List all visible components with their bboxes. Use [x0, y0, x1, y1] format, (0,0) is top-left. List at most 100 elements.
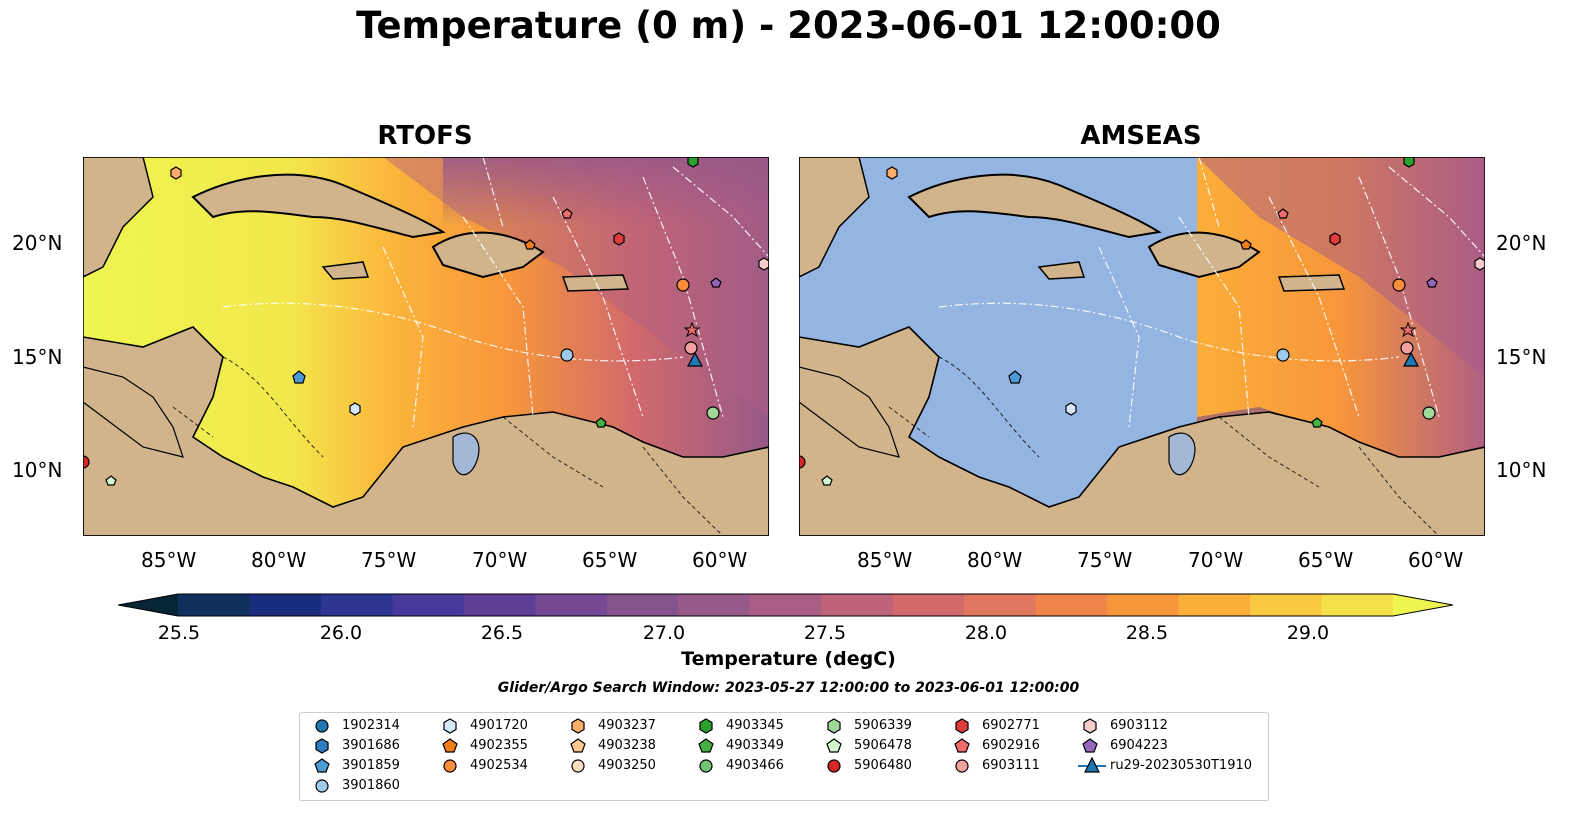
colorbar-tick-26-5: 26.5 [480, 622, 524, 644]
search-window-text: Glider/Argo Search Window: 2023-05-27 12… [497, 680, 1080, 696]
colorbar-segment [1178, 594, 1251, 616]
colorbar-segment [1035, 594, 1108, 616]
panel-title-amseas: AMSEAS [1080, 121, 1202, 151]
lon-tick-rtofs-70w: 70°W [472, 548, 528, 572]
legend-marker-icon [955, 759, 969, 773]
legend-marker-icon [315, 738, 329, 754]
lon-tick-amseas-75w: 75°W [1077, 548, 1133, 572]
legend-marker-icon [443, 718, 457, 734]
lon-tick-rtofs-60w: 60°W [692, 548, 748, 572]
lat-tick-20n-left: 20°N [12, 231, 63, 255]
legend-marker-icon [570, 738, 586, 753]
legend-item-label: 4903237 [598, 718, 656, 733]
amseas-map-graphic [792, 154, 1486, 537]
legend-marker-icon [443, 759, 457, 773]
colorbar-segment [463, 594, 536, 616]
rtofs-map-graphic [76, 154, 770, 537]
legend-item-label: 4903250 [598, 758, 656, 773]
legend-item-label: 6904223 [1110, 738, 1168, 753]
lat-tick-10n-left: 10°N [12, 458, 63, 482]
colorbar-segment [1250, 594, 1323, 616]
legend-marker-icon [571, 759, 585, 773]
legend-item-label: 3901860 [342, 778, 400, 793]
colorbar-tick-29-0: 29.0 [1286, 622, 1330, 644]
legend-item-label: 6902916 [982, 738, 1040, 753]
legend-item-label: 3901686 [342, 738, 400, 753]
legend: 1902314 3901686 3901859 3901860 4901720 49023… [299, 712, 1269, 801]
map-panel-rtofs[interactable] [76, 154, 770, 537]
colorbar-segment [606, 594, 679, 616]
legend-marker-icon [1082, 738, 1098, 753]
legend-marker-icon [826, 738, 842, 753]
colorbar-extend-low [118, 594, 178, 616]
colorbar-segment [392, 594, 465, 616]
lon-tick-rtofs-65w: 65°W [582, 548, 638, 572]
legend-marker-icon [315, 719, 329, 733]
colorbar-segment [320, 594, 393, 616]
colorbar-segment [892, 594, 965, 616]
legend-marker-icon [699, 759, 713, 773]
colorbar-segment [535, 594, 608, 616]
legend-marker-icon [699, 718, 713, 734]
legend-item-label: 6903112 [1110, 718, 1168, 733]
lat-tick-20n-right: 20°N [1496, 231, 1547, 255]
lon-tick-amseas-80w: 80°W [967, 548, 1023, 572]
panel-title-rtofs: RTOFS [377, 121, 473, 151]
legend-item-label: 4902534 [470, 758, 528, 773]
legend-item-label: 3901859 [342, 758, 400, 773]
legend-item-label: 6902771 [982, 718, 1040, 733]
legend-item-label: 1902314 [342, 718, 400, 733]
colorbar-tick-28-5: 28.5 [1125, 622, 1169, 644]
colorbar [117, 590, 1454, 620]
legend-item-label: 5906478 [854, 738, 912, 753]
lat-tick-10n-right: 10°N [1496, 458, 1547, 482]
legend-item-label: 4903238 [598, 738, 656, 753]
legend-item-label: 5906339 [854, 718, 912, 733]
legend-marker-icon [314, 758, 330, 773]
colorbar-segment [1321, 594, 1394, 616]
colorbar-segment [749, 594, 822, 616]
legend-marker-icon [954, 738, 970, 753]
legend-marker-icon [1083, 718, 1097, 734]
lat-tick-15n-left: 15°N [12, 345, 63, 369]
legend-item-label: 4902355 [470, 738, 528, 753]
colorbar-tick-25-5: 25.5 [157, 622, 201, 644]
colorbar-segment [821, 594, 894, 616]
legend-marker-icon [571, 718, 585, 734]
legend-marker-icon [955, 718, 969, 734]
legend-item-label: 4901720 [470, 718, 528, 733]
legend-item-label: 4903466 [726, 758, 784, 773]
legend-item-label: 6903111 [982, 758, 1040, 773]
legend-marker-icon [315, 779, 329, 793]
map-panel-amseas[interactable] [792, 154, 1486, 537]
legend-item-label: 4903349 [726, 738, 784, 753]
colorbar-tick-27-0: 27.0 [642, 622, 686, 644]
colorbar-graphic [117, 593, 1454, 617]
colorbar-tick-27-5: 27.5 [803, 622, 847, 644]
colorbar-label: Temperature (degC) [681, 648, 896, 670]
colorbar-extend-high [1393, 594, 1453, 616]
legend-item-label: ru29-20230530T1910 [1110, 758, 1253, 773]
legend-item-label: 5906480 [854, 758, 912, 773]
legend-marker-icon [1078, 757, 1106, 773]
colorbar-segment [178, 594, 250, 616]
lon-tick-rtofs-85w: 85°W [141, 548, 197, 572]
colorbar-segment [678, 594, 751, 616]
legend-marker-icon [698, 738, 714, 753]
legend-marker-icon [442, 738, 458, 753]
colorbar-segment [964, 594, 1037, 616]
lon-tick-amseas-65w: 65°W [1298, 548, 1354, 572]
colorbar-tick-26-0: 26.0 [319, 622, 363, 644]
colorbar-segment [249, 594, 322, 616]
legend-marker-icon [827, 718, 841, 734]
lon-tick-amseas-60w: 60°W [1408, 548, 1464, 572]
lat-tick-15n-right: 15°N [1496, 345, 1547, 369]
figure-title: Temperature (0 m) - 2023-06-01 12:00:00 [356, 4, 1221, 47]
colorbar-tick-28-0: 28.0 [964, 622, 1008, 644]
lon-tick-amseas-70w: 70°W [1188, 548, 1244, 572]
colorbar-segment [1107, 594, 1180, 616]
lon-tick-rtofs-80w: 80°W [251, 548, 307, 572]
legend-marker-icon [827, 759, 841, 773]
legend-item-label: 4903345 [726, 718, 784, 733]
lon-tick-amseas-85w: 85°W [857, 548, 913, 572]
